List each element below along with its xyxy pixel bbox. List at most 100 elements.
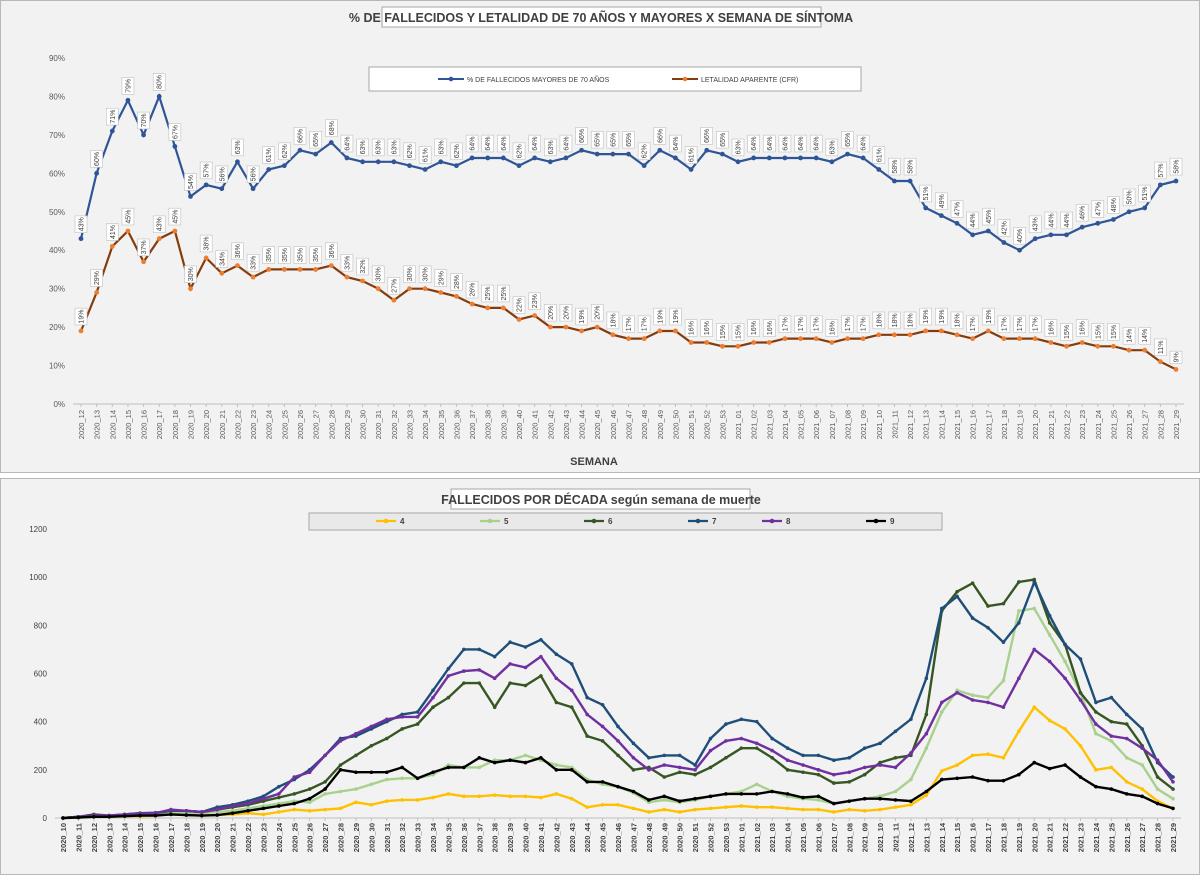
data-label-box [434,138,448,157]
point-decade-9 [1047,766,1052,771]
point-letalidad [516,317,522,322]
point-decade-8 [338,739,343,743]
data-label-letalidad: 25% [501,286,508,300]
point-letalidad [813,336,819,342]
data-label-letalidad: 14% [1127,329,1134,343]
chart1-x-tick-label: 2021_06 [812,410,821,439]
chart1-x-tick-label: 2020_35 [437,410,446,439]
data-label-box [1091,323,1105,341]
data-label-box [215,250,229,268]
data-label-box [575,127,588,145]
chart2-y-tick-label: 1000 [29,573,47,582]
data-label-box [434,269,448,287]
data-label-letalidad: 35% [298,248,305,262]
point-letalidad [829,340,835,345]
point-decade-8 [1001,705,1006,710]
point-letalidad [1126,347,1132,353]
chart2-x-tick-label: 2021_21 [1046,823,1055,852]
point-letalidad [156,236,162,242]
chart2-x-tick-label: 2020_14 [121,822,130,852]
chart1-x-tick-label: 2021_01 [734,410,743,439]
point-decade-6 [431,705,435,710]
point-decade-9 [739,792,744,796]
chart1-y-tick-label: 20% [49,323,65,332]
data-label-box [105,107,119,126]
point-decade-4 [523,794,528,799]
chart1-x-tick-label: 2020_26 [296,410,305,439]
data-label-letalidad: 16% [767,321,774,335]
point-letalidad [735,343,741,349]
point-decade-4 [832,810,836,814]
point-decade-4 [1017,729,1021,734]
data-label-letalidad: 30% [376,267,383,281]
data-label-box [121,77,135,95]
point-letalidad [673,328,678,334]
data-label-letalidad: 25% [485,286,492,300]
data-label-box [559,304,573,322]
point-decade-5 [1171,796,1175,801]
chart1-x-tick-label: 2020_25 [280,410,289,439]
point-decade-9 [462,765,466,770]
point-letalidad [1032,336,1038,342]
data-label-pct-fallecidos: 64% [798,137,805,151]
point-decade-8 [400,715,404,719]
chart1-x-tick-label: 2021_25 [1109,410,1118,439]
chart1-y-tick-label: 40% [49,246,65,255]
chart1-y-tick-label: 10% [49,362,65,371]
point-decade-9 [307,796,312,801]
point-decade-9 [708,794,713,799]
point-decade-9 [323,787,327,791]
data-label-letalidad: 17% [782,317,789,331]
point-decade-9 [431,770,435,775]
point-decade-8 [492,676,497,681]
point-decade-6 [569,705,574,710]
chart1-x-tick-label: 2020_14 [108,410,117,439]
data-label-letalidad: 9% [1174,352,1181,362]
point-decade-7 [1109,695,1114,700]
point-decade-9 [939,777,944,782]
series-line-decade-8 [62,647,1174,820]
point-decade-8 [893,765,898,770]
data-label-pct-fallecidos: 79% [125,79,132,93]
data-label-box [1138,327,1152,345]
chart1-x-tick-label: 2020_28 [327,410,336,439]
legend-marker-letalidad [682,76,688,82]
series-line-letalidad [79,229,1177,371]
point-decade-8 [1047,659,1052,664]
chart2-x-tick-label: 2020_29 [352,823,361,852]
data-label-pct-fallecidos: 70% [141,113,148,127]
data-label-pct-fallecidos: 64% [501,137,508,151]
data-label-box [731,138,745,157]
data-label-box [309,131,322,149]
data-label-letalidad: 16% [829,321,836,335]
data-label-box [324,119,338,137]
point-decade-8 [554,676,559,681]
data-label-pct-fallecidos: 71% [110,110,117,124]
point-decade-6 [739,746,744,750]
data-label-box [1028,215,1042,233]
point-letalidad [375,286,381,292]
data-label-box [1075,319,1089,337]
point-decade-9 [847,799,852,803]
data-label-letalidad: 38% [204,237,211,251]
point-decade-6 [1078,690,1083,695]
point-pct-fallecidos [281,163,287,169]
data-label-box [669,134,682,153]
chart1-x-tick-label: 2020_29 [343,410,352,439]
point-pct-fallecidos [688,167,694,172]
point-decade-8 [523,665,528,670]
data-label-pct-fallecidos: 65% [720,133,727,147]
point-decade-9 [76,815,81,820]
data-label-box [152,73,166,91]
point-decade-4 [1078,743,1083,748]
legend-label-decade-5: 5 [504,517,509,526]
chart2-x-tick-label: 2020_22 [244,823,253,852]
data-label-box [966,211,979,230]
data-label-pct-fallecidos: 63% [235,140,242,154]
point-letalidad [500,305,506,311]
point-decade-7 [1078,657,1083,661]
chart1-x-tick-label: 2020_39 [499,410,508,439]
point-decade-4 [277,810,281,814]
data-label-box [1075,204,1089,222]
point-letalidad [469,301,475,307]
